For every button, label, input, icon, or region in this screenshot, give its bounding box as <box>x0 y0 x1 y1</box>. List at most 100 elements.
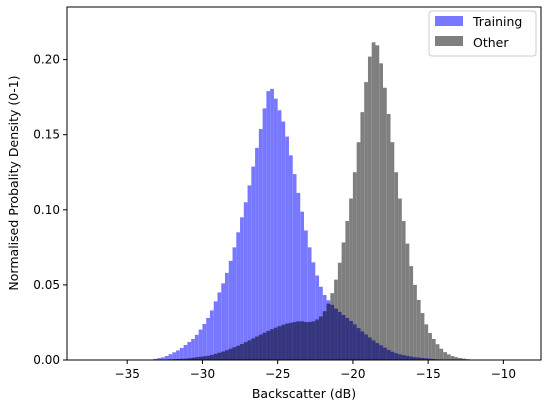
overlap-bar <box>401 355 406 360</box>
overlap-bar <box>281 324 286 360</box>
other-bar <box>439 348 444 360</box>
training-bar <box>315 275 320 360</box>
overlap-bar <box>251 338 256 360</box>
training-bar <box>288 155 293 360</box>
overlap-bar <box>356 328 361 360</box>
x-tick-label: −20 <box>340 367 365 381</box>
other-bar <box>454 357 459 360</box>
other-bar <box>401 221 406 360</box>
overlap-bars <box>164 303 440 360</box>
training-bar <box>255 147 259 360</box>
overlap-bar <box>288 322 293 360</box>
training-bar <box>240 217 244 360</box>
training-bar <box>176 350 180 360</box>
training-bar <box>183 344 188 360</box>
overlap-bar <box>405 355 410 360</box>
other-bar <box>383 87 387 360</box>
legend: Training Other <box>428 10 537 57</box>
overlap-bar <box>386 349 391 360</box>
overlap-bar <box>179 358 184 360</box>
other-bar <box>356 142 361 360</box>
overlap-bar <box>304 322 308 360</box>
overlap-bar <box>277 326 282 360</box>
training-bar <box>258 129 263 360</box>
overlap-bar <box>383 347 387 360</box>
overlap-bar <box>221 351 225 360</box>
overlap-bar <box>240 344 244 360</box>
overlap-bar <box>273 327 278 360</box>
training-bar <box>307 247 312 360</box>
overlap-bar <box>243 342 248 360</box>
other-bar <box>352 172 357 360</box>
other-bar <box>428 332 432 360</box>
overlap-bar <box>364 334 368 360</box>
other-bar <box>386 114 391 360</box>
x-tick-label: −30 <box>190 367 215 381</box>
x-tick-label: −25 <box>265 367 290 381</box>
overlap-bar <box>191 357 195 360</box>
x-tick-label: −10 <box>491 367 516 381</box>
training-bar <box>262 108 267 360</box>
training-bar <box>206 317 210 360</box>
x-axis-ticks: −35 −30 −25 −20 −15 −10 <box>115 360 516 381</box>
other-bar <box>450 356 455 360</box>
x-tick-label: −15 <box>415 367 440 381</box>
training-bar <box>213 301 218 360</box>
x-axis-label: Backscatter (dB) <box>252 386 356 401</box>
training-bar <box>217 292 222 360</box>
y-tick-label: 0.00 <box>33 353 60 367</box>
training-bar <box>247 185 252 360</box>
overlap-bar <box>307 322 312 360</box>
other-bar <box>337 262 342 360</box>
training-bar <box>277 110 282 361</box>
overlap-bar <box>270 329 274 360</box>
training-bar <box>221 283 225 360</box>
overlap-bar <box>341 314 346 360</box>
overlap-bar <box>176 358 180 360</box>
y-axis-label: Normalised Probality Density (0-1) <box>6 75 21 290</box>
overlap-bar <box>225 350 229 360</box>
overlap-bar <box>232 347 237 360</box>
legend-swatch-training <box>435 16 463 26</box>
overlap-bar <box>416 357 421 360</box>
training-bar <box>304 230 308 360</box>
other-bar <box>424 324 429 360</box>
other-bar <box>409 266 414 360</box>
overlap-bar <box>428 358 432 360</box>
overlap-bar <box>247 340 252 360</box>
overlap-bar <box>292 322 297 360</box>
training-bar <box>281 121 286 360</box>
overlap-bar <box>194 357 199 360</box>
y-tick-label: 0.10 <box>33 203 60 217</box>
training-bar <box>157 358 162 360</box>
other-bar <box>416 299 421 360</box>
overlap-bar <box>202 356 207 360</box>
training-bar <box>172 352 177 360</box>
training-bar <box>225 272 229 360</box>
training-bar <box>232 247 237 360</box>
overlap-bar <box>198 356 203 360</box>
training-bar <box>251 166 256 360</box>
overlap-bar <box>337 311 342 360</box>
training-bar <box>161 357 165 360</box>
training-bar <box>179 347 184 360</box>
overlap-bar <box>183 358 188 360</box>
x-tick-label: −35 <box>115 367 140 381</box>
legend-label-other: Other <box>473 35 509 50</box>
training-bar <box>191 338 195 360</box>
training-bar <box>228 260 233 360</box>
overlap-bar <box>213 353 218 360</box>
overlap-bar <box>319 316 323 360</box>
training-bar <box>273 98 278 360</box>
training-bar <box>300 211 304 360</box>
legend-label-training: Training <box>472 14 522 29</box>
overlap-bar <box>360 331 365 360</box>
training-bar <box>311 262 316 360</box>
training-bar <box>187 341 192 360</box>
overlap-bar <box>409 356 414 360</box>
training-bar <box>164 356 169 360</box>
overlap-bar <box>322 311 327 360</box>
other-bar <box>364 82 368 360</box>
other-bar <box>367 56 372 360</box>
overlap-bar <box>300 321 304 360</box>
